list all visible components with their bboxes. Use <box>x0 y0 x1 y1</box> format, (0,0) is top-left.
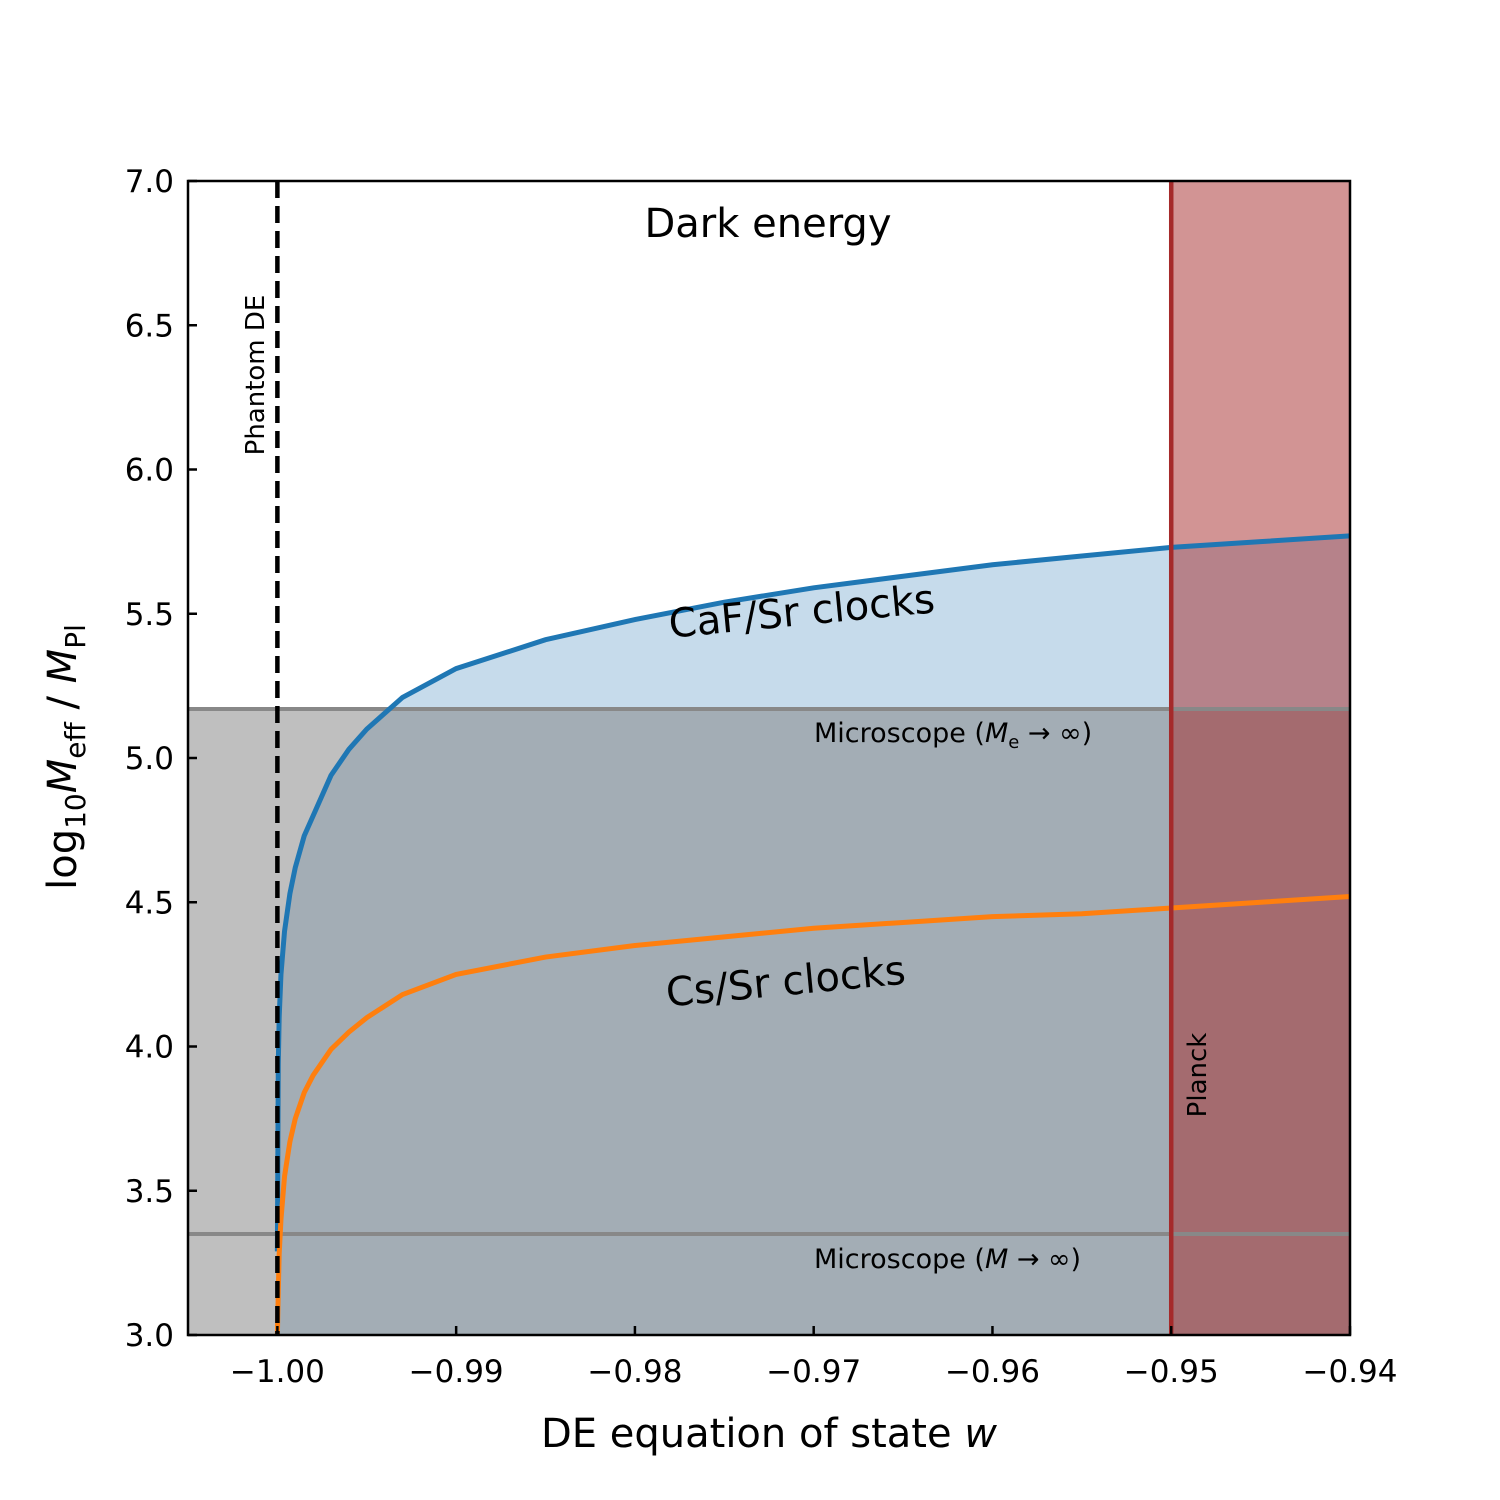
y-tick-label: 6.5 <box>125 308 174 344</box>
microscope-m-label: Microscope (M → ∞) <box>814 1244 1081 1275</box>
y-tick-label: 7.0 <box>125 164 174 200</box>
x-tick-label: −0.99 <box>409 1354 504 1390</box>
y-tick-label: 3.0 <box>125 1318 174 1354</box>
microscope-me-label: Microscope (Me → ∞) <box>814 718 1092 753</box>
x-tick-label: −0.98 <box>587 1354 682 1390</box>
y-axis-title: log10Meff / MPl <box>40 624 92 890</box>
chart-title-annotation: Dark energy <box>644 201 891 247</box>
y-tick-label: 5.5 <box>125 597 174 633</box>
x-tick-label: −1.00 <box>230 1354 325 1390</box>
microscope-excluded-region <box>188 708 1350 1335</box>
phantom-de-label: Phantom DE <box>241 295 271 456</box>
x-tick-label: −0.96 <box>945 1354 1040 1390</box>
x-axis: −1.00 −0.99 −0.98 −0.97 −0.96 −0.95 −0.94 <box>230 1326 1398 1390</box>
y-tick-label: 4.0 <box>125 1030 174 1066</box>
y-axis: 3.0 3.5 4.0 4.5 5.0 5.5 6.0 6.5 7.0 <box>125 164 197 1354</box>
cs-sr-series-line <box>274 893 1350 1335</box>
planck-label: Planck <box>1183 1033 1213 1118</box>
x-axis-title: DE equation of state w <box>541 1411 997 1457</box>
planck-excluded-region <box>1171 181 1350 1335</box>
y-tick-label: 5.0 <box>125 741 174 777</box>
x-tick-label: −0.95 <box>1124 1354 1219 1390</box>
y-tick-label: 6.0 <box>125 453 174 489</box>
x-tick-label: −0.97 <box>766 1354 861 1390</box>
x-tick-label: −0.94 <box>1303 1354 1398 1390</box>
caf-sr-series-line <box>274 533 1350 1252</box>
y-tick-label: 3.5 <box>125 1174 174 1210</box>
plot-area <box>188 181 1350 1335</box>
y-tick-label: 4.5 <box>125 885 174 921</box>
